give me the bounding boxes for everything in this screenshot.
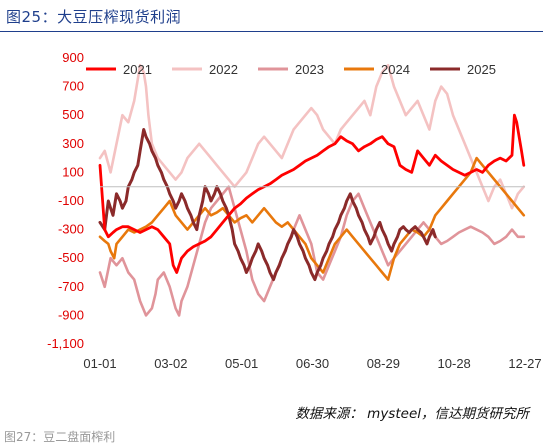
legend-label-2025: 2025 [467,62,496,77]
legend-label-2021: 2021 [123,62,152,77]
y-tick-label: -100 [58,193,84,208]
y-tick-label: -700 [58,279,84,294]
x-tick-label: 06-30 [296,356,329,371]
legend-label-2022: 2022 [209,62,238,77]
y-tick-label: -1,100 [47,336,84,351]
y-tick-label: -500 [58,250,84,265]
y-tick-label: 300 [62,136,84,151]
x-tick-label: 03-02 [154,356,187,371]
y-tick-label: 500 [62,107,84,122]
y-tick-label: -300 [58,222,84,237]
axes: 900 700 500 300 100 -100 -300 -500 -700 -900 -1,10… [47,50,542,371]
source-note: 数据来源： mysteel，信达期货研究所 [295,406,529,422]
y-tick-label: -900 [58,307,84,322]
plot-area [98,63,526,317]
legend-label-2024: 2024 [381,62,410,77]
figure-caption: 图25：大豆压榨现货利润 [0,0,543,32]
x-tick-label: 12-27 [508,356,541,371]
x-tick-label: 08-29 [367,356,400,371]
y-tick-label: 100 [62,164,84,179]
legend-label-2023: 2023 [295,62,324,77]
series-line-2022 [98,63,526,210]
x-tick-label: 01-01 [83,356,116,371]
y-tick-label: 700 [62,79,84,94]
y-tick-label: 900 [62,50,84,65]
next-figure-caption: 图27：豆二盘面榨利 [4,430,116,444]
series-line-2021 [98,113,526,274]
profit-line-chart: 900 700 500 300 100 -100 -300 -500 -700 -900 -1,10… [47,50,542,371]
x-tick-label: 05-01 [225,356,258,371]
figure-title: 图25：大豆压榨现货利润 [6,8,182,26]
x-tick-label: 10-28 [438,356,471,371]
series-line-2023 [98,185,526,317]
legend: 2021 2022 2023 2024 2025 [86,62,496,77]
series-line-2025 [98,128,437,282]
series-line-2024 [98,156,526,281]
